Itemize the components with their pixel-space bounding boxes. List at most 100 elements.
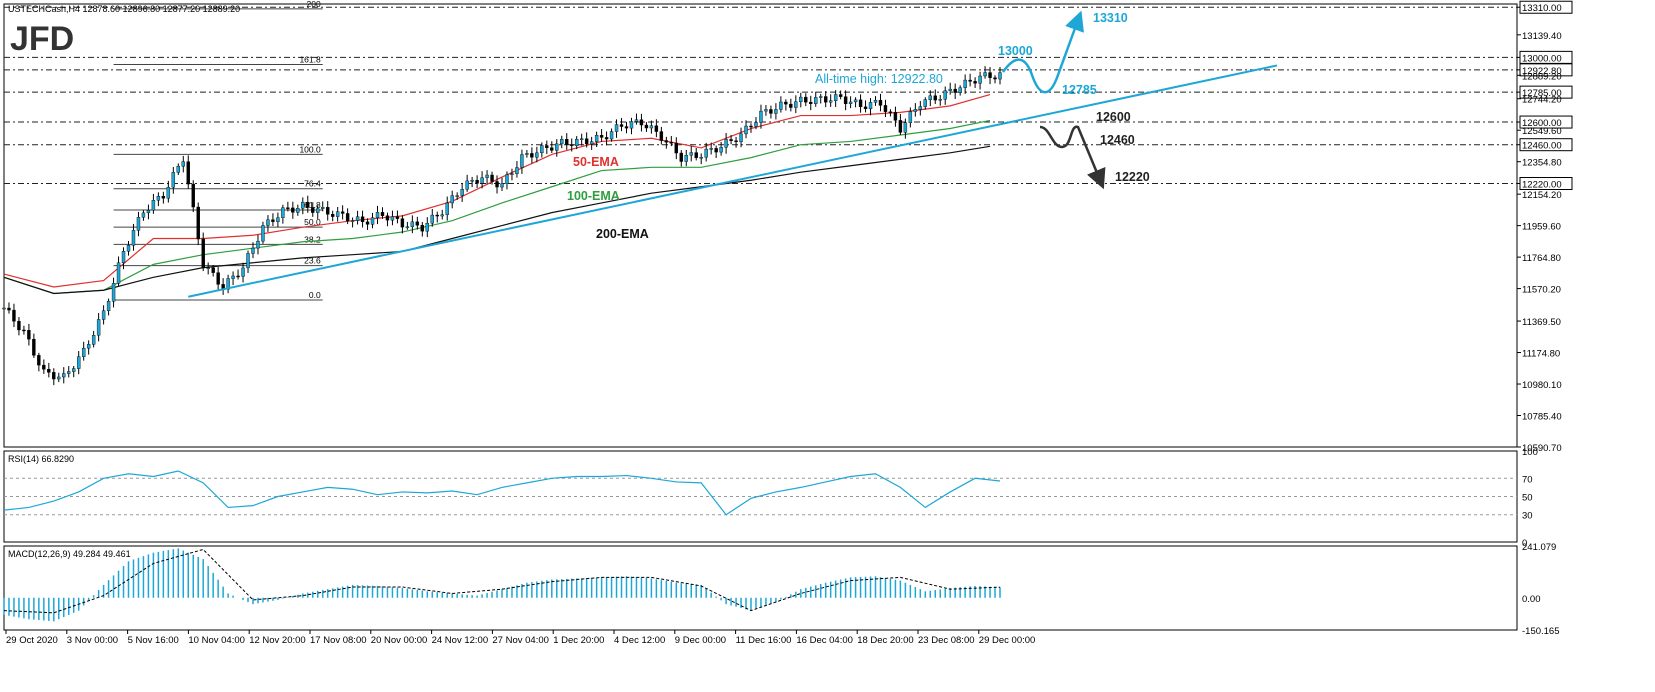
candle-body (186, 161, 190, 185)
y-tick-box (1519, 85, 1573, 99)
candle-body (923, 99, 927, 107)
candle-body (814, 97, 818, 104)
fib-label: 38.2 (304, 234, 321, 244)
candle-body (724, 139, 728, 148)
candle-body (136, 217, 141, 231)
candle-body (425, 222, 429, 232)
candle-body (321, 207, 325, 209)
pane-frame (3, 545, 1518, 631)
candle-body (624, 126, 629, 129)
candle-body (963, 79, 967, 88)
y-tick-label: 13139.40 (1522, 31, 1562, 42)
candle-body (445, 202, 449, 215)
support-12460-label: 12460 (1100, 133, 1135, 147)
y-tick-label: 12600.00 (1522, 118, 1562, 129)
y-tick-label: 12220.00 (1522, 180, 1562, 191)
candle-body (365, 221, 370, 225)
candle-body (858, 99, 863, 108)
x-tick-label: 23 Dec 08:00 (918, 635, 975, 646)
macd-pane: 241.079 0.00 -150.165 MACD(12,26,9) 49.284 … (3, 542, 1560, 637)
candle-body (570, 144, 574, 146)
pane-frame (3, 3, 1518, 448)
candle-body (878, 99, 883, 106)
x-tick-label: 10 Nov 04:00 (188, 635, 245, 646)
candle-body (32, 338, 36, 356)
candle-body (281, 207, 285, 218)
candle-body (918, 106, 923, 110)
rsi-y-tick-label: 70 (1522, 474, 1533, 485)
candle-body (480, 177, 484, 184)
candle-body (749, 125, 753, 128)
candle-body (385, 215, 390, 221)
candle-body (888, 111, 893, 113)
candle-body (789, 103, 793, 108)
rsi-line (3, 470, 1001, 516)
fib-label: 50.0 (304, 217, 321, 227)
y-tick-label: 12785.00 (1522, 88, 1562, 99)
candle-body (440, 214, 444, 217)
candle-body (241, 267, 245, 277)
ema50-label: 50-EMA (573, 155, 619, 169)
candle-body (306, 201, 310, 208)
candle-body (993, 77, 997, 80)
candle-body (206, 267, 210, 269)
x-tick-label: 16 Dec 04:00 (796, 635, 853, 646)
candle-body (843, 96, 848, 105)
uptrend-line (188, 64, 1278, 298)
y-tick-label: 11959.60 (1522, 222, 1561, 233)
y-tick-label: 11174.80 (1522, 349, 1560, 360)
candle-body (116, 262, 121, 284)
candle-body (729, 139, 733, 141)
candle-body (674, 142, 678, 154)
candle-body (475, 180, 479, 184)
candle-body (824, 96, 828, 103)
candle-body (121, 251, 126, 264)
x-tick-label: 5 Nov 16:00 (128, 635, 179, 646)
candle-body (62, 373, 66, 378)
candle-body (779, 101, 783, 110)
ema-line-50 (3, 93, 991, 288)
candle-body (261, 225, 265, 242)
candle-body (599, 135, 604, 138)
candle-body (390, 216, 395, 221)
candle-body (27, 330, 31, 340)
y-tick-label: 11570.20 (1522, 285, 1561, 296)
rsi-y-tick-label: 100 (1522, 447, 1538, 458)
candle-body (679, 152, 683, 162)
fib-label: 0.0 (309, 290, 321, 300)
support-12220-label: 12220 (1115, 170, 1150, 184)
y-tick-label: 12354.80 (1522, 158, 1562, 169)
candle-body (311, 207, 315, 213)
candle-body (360, 216, 365, 223)
target-13310-label: 13310 (1093, 11, 1128, 25)
candle-body (933, 95, 937, 101)
candle-body (719, 147, 723, 153)
candle-body (579, 138, 584, 140)
candle-body (271, 219, 275, 222)
candle-body (350, 220, 355, 222)
candle-body (301, 201, 305, 209)
candle-body (774, 109, 778, 114)
candle-body (754, 122, 758, 127)
candle-body (400, 218, 405, 228)
x-tick-label: 18 Dec 20:00 (857, 635, 914, 646)
x-axis: 29 Oct 2020 3 Nov 00:00 5 Nov 16:00 10 Nov … (5, 630, 1035, 646)
candle-body (853, 99, 858, 103)
candle-body (689, 152, 693, 156)
candle-body (196, 206, 200, 240)
candle-body (420, 225, 425, 232)
candle-body (739, 133, 743, 143)
candle-body (370, 217, 375, 225)
candle-body (236, 275, 240, 278)
candle-body (953, 88, 957, 93)
candle-body (226, 278, 230, 290)
candle-body (470, 180, 474, 182)
y-tick-label: 12549.60 (1522, 126, 1562, 137)
fib-label: 23.6 (304, 256, 321, 266)
candle-body (619, 124, 624, 127)
candles-group (2, 66, 1002, 386)
macd-y-tick-label: 241.079 (1522, 542, 1556, 553)
rsi-y-tick-label: 30 (1522, 511, 1533, 522)
candle-body (604, 137, 609, 140)
candle-body (251, 247, 255, 254)
